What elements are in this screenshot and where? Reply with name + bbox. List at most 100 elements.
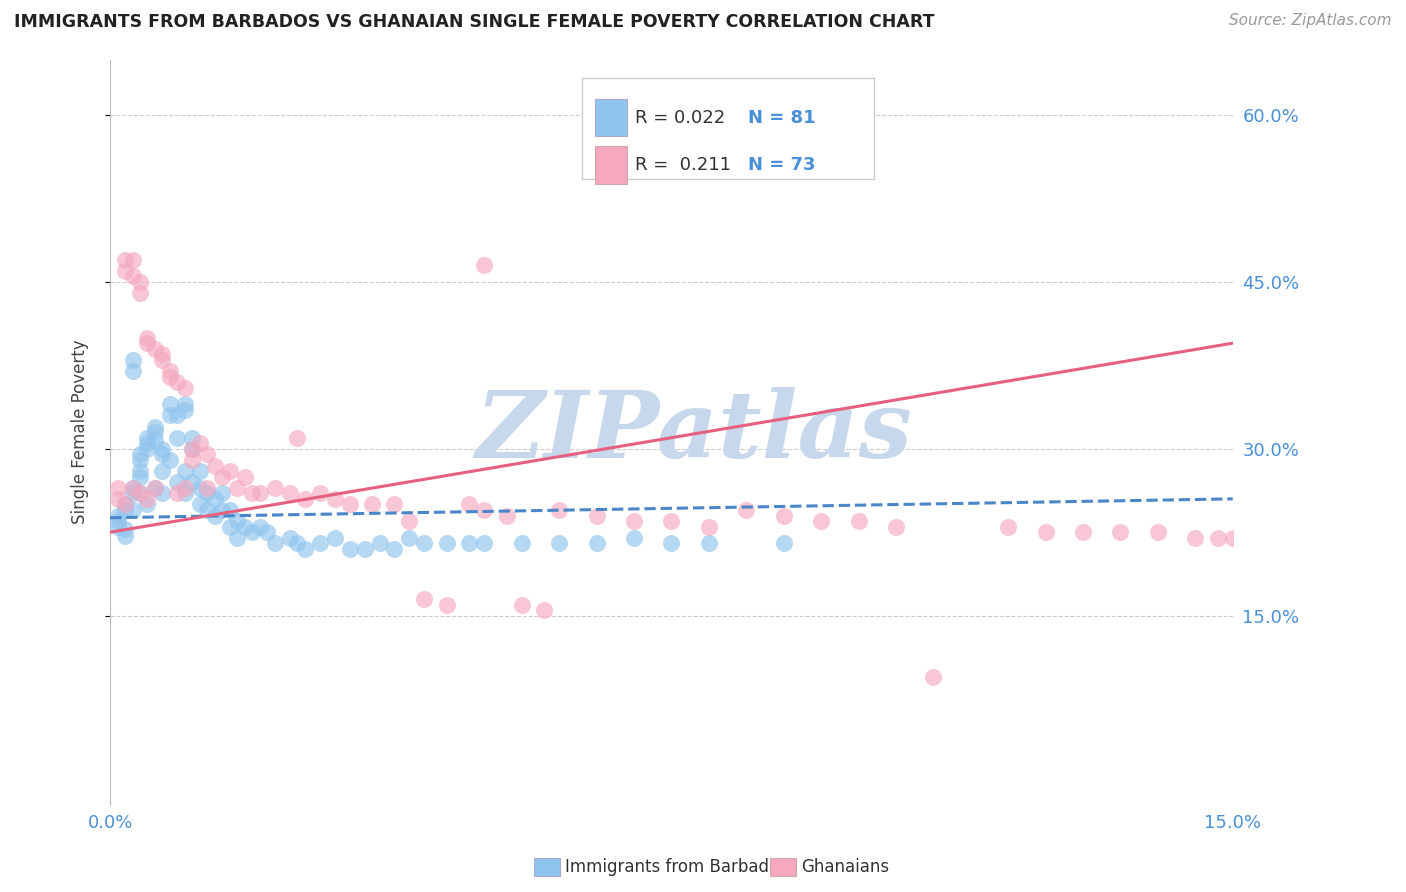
Point	[548, 503, 571, 517]
Point	[114, 497, 136, 511]
Point	[218, 464, 240, 478]
Point	[226, 514, 249, 528]
Point	[121, 364, 143, 378]
Point	[285, 431, 308, 445]
Point	[181, 475, 204, 490]
Point	[143, 481, 166, 495]
Point	[159, 364, 181, 378]
Point	[510, 536, 533, 550]
Point	[472, 536, 495, 550]
Point	[136, 336, 159, 351]
Point	[136, 497, 159, 511]
Point	[152, 486, 174, 500]
Point	[240, 525, 263, 540]
Point	[204, 508, 226, 523]
Point	[188, 497, 211, 511]
Point	[121, 481, 143, 495]
Point	[413, 591, 436, 606]
Point	[174, 481, 197, 495]
Point	[166, 375, 188, 389]
Point	[361, 497, 384, 511]
Point	[129, 275, 152, 289]
FancyBboxPatch shape	[582, 78, 873, 178]
Point	[697, 519, 720, 533]
Point	[188, 436, 211, 450]
Point	[129, 469, 152, 483]
Point	[249, 519, 271, 533]
Point	[152, 352, 174, 367]
Point	[1035, 525, 1057, 540]
Point	[436, 536, 458, 550]
Point	[114, 528, 136, 542]
Point	[472, 258, 495, 272]
Point	[308, 536, 330, 550]
Point	[263, 536, 285, 550]
Point	[233, 469, 256, 483]
Point	[323, 531, 346, 545]
Point	[152, 464, 174, 478]
Point	[226, 481, 249, 495]
Point	[848, 514, 870, 528]
Point	[166, 475, 188, 490]
Point	[174, 381, 197, 395]
Point	[136, 442, 159, 456]
FancyBboxPatch shape	[595, 146, 627, 184]
Text: Ghanaians: Ghanaians	[801, 858, 890, 876]
Text: N = 81: N = 81	[748, 109, 815, 127]
Point	[107, 519, 129, 533]
Point	[152, 442, 174, 456]
Point	[107, 514, 129, 528]
Point	[922, 670, 945, 684]
Point	[294, 491, 316, 506]
Text: ZIPatlas: ZIPatlas	[475, 387, 912, 477]
Point	[136, 436, 159, 450]
Point	[195, 481, 218, 495]
Point	[1222, 531, 1244, 545]
Text: R =  0.211: R = 0.211	[636, 156, 731, 174]
Point	[398, 514, 420, 528]
Point	[1184, 531, 1206, 545]
Point	[114, 497, 136, 511]
Point	[136, 491, 159, 506]
Point	[107, 508, 129, 523]
Point	[159, 453, 181, 467]
Point	[114, 503, 136, 517]
Point	[623, 514, 645, 528]
Point	[1206, 531, 1229, 545]
Point	[188, 464, 211, 478]
Point	[495, 508, 517, 523]
Point	[285, 536, 308, 550]
Point	[697, 536, 720, 550]
Point	[181, 453, 204, 467]
Point	[204, 458, 226, 473]
Point	[143, 425, 166, 439]
Point	[195, 486, 218, 500]
Point	[143, 342, 166, 356]
Point	[884, 519, 907, 533]
Point	[458, 536, 481, 550]
Point	[166, 409, 188, 423]
Point	[121, 252, 143, 267]
Point	[226, 531, 249, 545]
Point	[143, 481, 166, 495]
Point	[211, 486, 233, 500]
Point	[107, 481, 129, 495]
Point	[548, 536, 571, 550]
Point	[121, 481, 143, 495]
Point	[278, 486, 301, 500]
Point	[256, 525, 278, 540]
Text: IMMIGRANTS FROM BARBADOS VS GHANAIAN SINGLE FEMALE POVERTY CORRELATION CHART: IMMIGRANTS FROM BARBADOS VS GHANAIAN SIN…	[14, 13, 935, 31]
Point	[772, 508, 794, 523]
Point	[997, 519, 1019, 533]
Point	[533, 603, 555, 617]
Point	[174, 403, 197, 417]
Point	[143, 419, 166, 434]
Point	[121, 486, 143, 500]
Point	[810, 514, 832, 528]
Point	[152, 447, 174, 461]
Point	[339, 541, 361, 556]
Point	[384, 497, 406, 511]
Point	[107, 491, 129, 506]
Point	[353, 541, 375, 556]
Point	[129, 486, 152, 500]
